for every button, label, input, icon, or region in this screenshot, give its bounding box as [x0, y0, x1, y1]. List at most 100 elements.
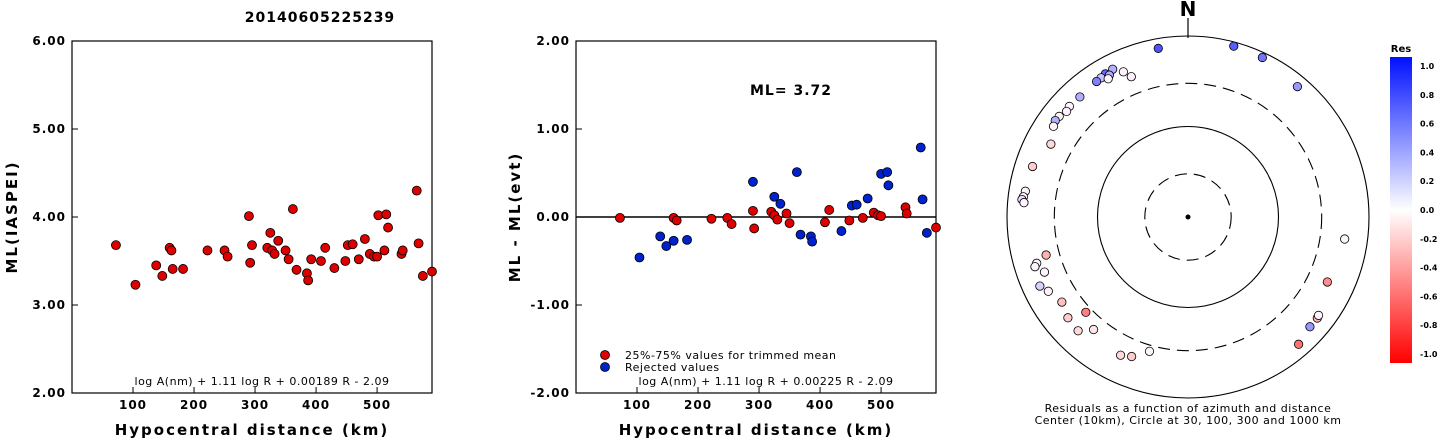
station-residual-point — [1041, 250, 1051, 260]
data-point — [824, 205, 835, 215]
station-residual-point — [1046, 139, 1056, 149]
data-point — [795, 229, 806, 240]
data-point — [320, 242, 331, 253]
data-point — [381, 209, 392, 220]
ml-iaspei-y-axis-label: ML(IASPEI) — [3, 160, 21, 273]
colorbar-tick-label: 0.8 — [1420, 91, 1435, 100]
data-point — [316, 256, 326, 266]
station-residual-point — [1229, 41, 1239, 51]
station-residual-point — [1019, 198, 1029, 208]
data-point — [244, 211, 254, 222]
y-tick-label: 0.00 — [536, 210, 570, 224]
y-tick-label: 2.00 — [536, 34, 570, 48]
x-tick-label: 500 — [867, 398, 895, 412]
ml-iaspei-y-ticks: 2.00 3.00 4.00 5.00 6.00 — [32, 34, 78, 400]
data-point — [781, 208, 792, 219]
ml-event-value: ML= 3.72 — [750, 83, 832, 99]
x-tick-label: 100 — [623, 398, 651, 412]
colorbar-tick-label: 1.0 — [1420, 62, 1435, 71]
colorbar-tick-label: -1.0 — [1420, 350, 1437, 359]
x-tick-label: 300 — [241, 398, 269, 412]
colorbar-tick-label: -0.6 — [1420, 292, 1437, 301]
distance-ring — [1053, 82, 1323, 352]
colorbar-tick-label: 0.0 — [1420, 206, 1435, 215]
station-residual-point — [1340, 234, 1350, 244]
data-point — [882, 167, 893, 178]
data-point — [748, 205, 758, 216]
polar-caption-line-1: Residuals as a function of azimuth and d… — [1045, 402, 1332, 415]
station-residual-point — [1048, 121, 1059, 131]
station-residual-point — [1118, 67, 1128, 77]
station-residual-point — [1057, 297, 1067, 307]
station-residual-point — [1322, 277, 1332, 287]
data-point — [411, 185, 422, 196]
data-point — [287, 204, 298, 214]
colorbar-tick-label: -0.8 — [1420, 321, 1437, 330]
data-point — [634, 252, 645, 263]
y-tick-label: 6.00 — [32, 34, 66, 48]
data-point — [901, 208, 912, 219]
data-point — [791, 167, 802, 178]
x-tick-label: 100 — [119, 398, 147, 412]
data-point — [247, 240, 257, 251]
data-point — [706, 213, 717, 224]
ml-iaspei-points — [111, 185, 437, 290]
data-point — [836, 226, 847, 236]
x-tick-label: 300 — [745, 398, 773, 412]
data-point — [178, 264, 188, 274]
station-residual-point — [1091, 76, 1102, 87]
ml-iaspei-x-ticks: 100 200 300 400 500 — [119, 387, 391, 412]
station-residual-point — [1061, 106, 1072, 117]
y-tick-label: -1.00 — [530, 298, 570, 312]
y-tick-label: 1.00 — [536, 122, 570, 136]
data-point — [726, 219, 737, 229]
data-point — [303, 275, 314, 286]
x-tick-label: 400 — [806, 398, 834, 412]
data-point — [775, 198, 786, 209]
station-residual-point — [1103, 74, 1113, 84]
data-point — [857, 212, 868, 223]
station-residual-point — [1127, 351, 1137, 362]
distance-ring — [1144, 173, 1232, 261]
azimuth-residual-chart: N Residuals as a function of azimuth and… — [1006, 0, 1370, 427]
station-residual-point — [1115, 350, 1126, 360]
y-tick-label: 2.00 — [32, 386, 66, 400]
data-point — [851, 199, 862, 210]
data-point — [280, 245, 291, 256]
colorbar-tick-label: -0.4 — [1420, 264, 1437, 273]
ml-residual-y-axis-label: ML - ML(evt) — [506, 152, 524, 282]
data-point — [862, 193, 873, 204]
data-point — [157, 271, 168, 281]
data-point — [772, 214, 783, 225]
x-tick-label: 500 — [363, 398, 391, 412]
data-point — [615, 212, 625, 223]
data-point — [130, 279, 141, 290]
ml-residual-x-axis-label: Hypocentral distance (km) — [619, 421, 894, 439]
data-point — [111, 240, 121, 251]
data-point — [329, 263, 340, 273]
data-point — [917, 194, 928, 205]
station-residual-point — [1039, 267, 1050, 277]
polar-caption-line-2: Center (10km), Circle at 30, 100, 300 an… — [1035, 414, 1342, 427]
station-residual-point — [1027, 161, 1038, 172]
station-residual-point — [1075, 92, 1085, 102]
x-tick-label: 200 — [684, 398, 712, 412]
residual-colorbar: Res 1.0 0.8 0.6 0.4 0.2 0.0 -0.2 -0.4 -0.6 -0.8 -1… — [1390, 44, 1437, 363]
data-point — [379, 245, 390, 256]
y-tick-label: 4.00 — [32, 210, 66, 224]
data-point — [671, 215, 682, 226]
ml-residual-chart: 100 200 300 400 500 -2.00 -1.00 0.00 1.00 2.00 M… — [506, 34, 941, 439]
data-point — [883, 180, 894, 191]
data-point — [748, 176, 758, 187]
colorbar-ticks: 1.0 0.8 0.6 0.4 0.2 0.0 -0.2 -0.4 -0.6 -0.8 -1.0 — [1420, 62, 1437, 359]
x-tick-label: 400 — [302, 398, 330, 412]
data-point — [359, 234, 370, 244]
data-point — [749, 223, 760, 234]
station-residual-point — [1144, 346, 1155, 356]
station-residual-point — [1043, 286, 1053, 296]
y-tick-label: 3.00 — [32, 298, 66, 312]
data-point — [921, 227, 932, 238]
station-residual-point — [1153, 43, 1163, 53]
station-residual-point — [1126, 72, 1136, 82]
